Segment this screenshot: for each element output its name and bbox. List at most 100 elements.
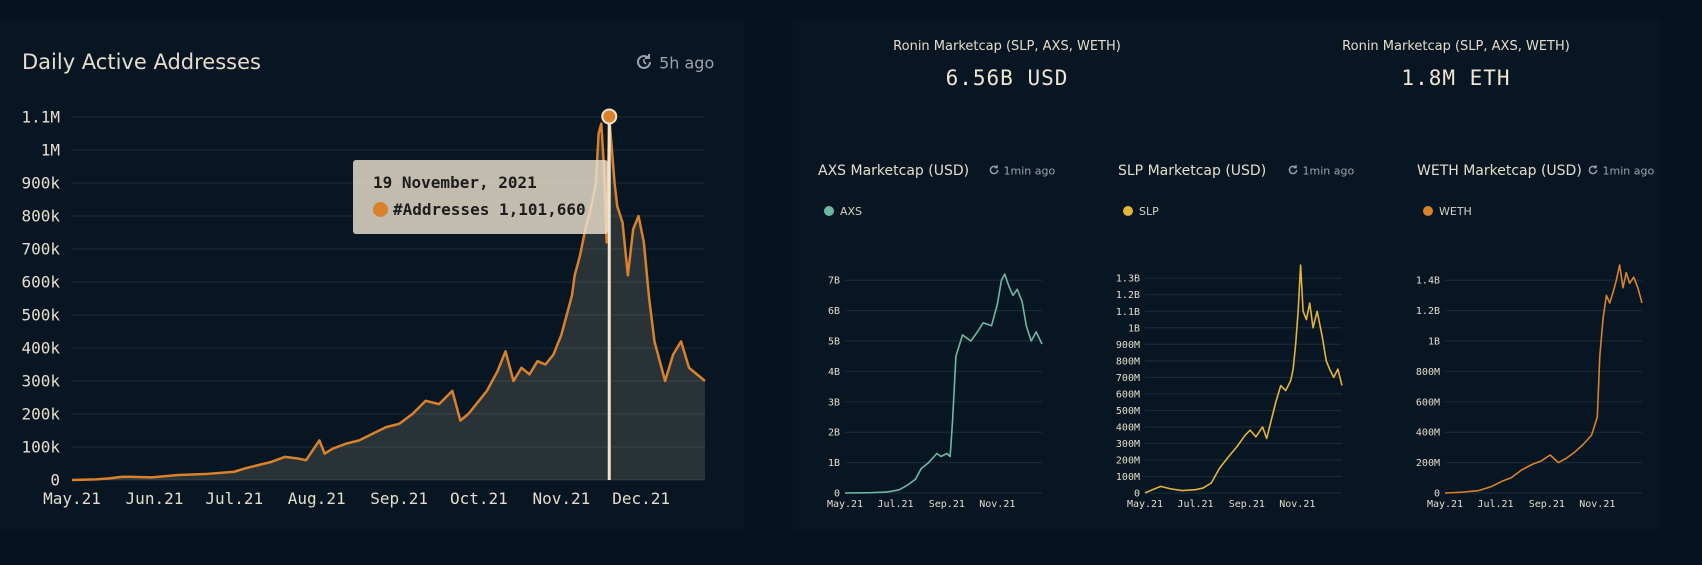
y-tick-label: 900M (1116, 340, 1140, 351)
weth-legend[interactable]: WETH (1423, 205, 1472, 218)
weth-chart-refresh[interactable]: 1min ago (1587, 164, 1654, 179)
x-tick-label: Jul.21 (877, 499, 913, 510)
daily-active-addresses-panel (0, 20, 744, 530)
weth-legend-label: WETH (1439, 205, 1472, 218)
y-tick-label: 2B (828, 428, 840, 439)
series-line (1144, 264, 1343, 494)
y-tick-label: 1.4B (1416, 276, 1440, 287)
hover-point[interactable] (601, 108, 618, 125)
kpi-eth-value: 1.8M ETH (1401, 66, 1511, 90)
x-tick-label: Sep.21 (370, 489, 428, 508)
chart-tooltip: 19 November, 2021 #Addresses 1,101,660 (353, 160, 608, 234)
slp-legend[interactable]: SLP (1123, 205, 1159, 218)
slp-legend-label: SLP (1139, 205, 1159, 218)
y-tick-label: 500M (1116, 406, 1140, 417)
y-tick-label: 700k (21, 240, 60, 259)
ronin-marketcap-panel (793, 20, 1661, 530)
y-tick-label: 1M (41, 141, 60, 160)
y-tick-label: 600k (21, 273, 60, 292)
y-tick-label: 1.1B (1116, 307, 1140, 318)
axs-chart-refresh[interactable]: 1min ago (988, 164, 1055, 179)
x-tick-label: Sep.21 (1529, 499, 1565, 510)
y-tick-label: 200M (1116, 455, 1140, 466)
y-tick-label: 1.2B (1116, 290, 1140, 301)
weth-chart-svg[interactable]: 0 200M 400M 600M 800M 1B 1.2B 1.4B May.21 Jul.21 S… (1410, 245, 1655, 515)
series-line (71, 115, 706, 482)
y-tick-label: 800M (1116, 356, 1140, 367)
axs-legend[interactable]: AXS (824, 205, 862, 218)
refresh-icon (1587, 164, 1599, 179)
y-tick-label: 1B (1128, 323, 1140, 334)
kpi-eth-label: Ronin Marketcap (SLP, AXS, WETH) (1342, 39, 1570, 54)
series-area (72, 116, 705, 480)
y-tick-label: 0 (834, 489, 840, 500)
kpi-usd-label: Ronin Marketcap (SLP, AXS, WETH) (893, 39, 1121, 54)
x-tick-label: Jul.21 (1177, 499, 1213, 510)
y-tick-label: 4B (828, 367, 840, 378)
y-tick-label: 0 (50, 471, 60, 490)
tooltip-value: 1,101,660 (498, 200, 586, 219)
x-tick-label: Jul.21 (205, 489, 263, 508)
y-tick-label: 600M (1416, 397, 1440, 408)
y-tick-label: 300M (1116, 439, 1140, 450)
y-tick-label: 1.3B (1116, 274, 1140, 285)
series-line (1444, 264, 1643, 494)
slp-legend-dot (1123, 206, 1133, 216)
y-tick-label: 1B (828, 458, 840, 469)
y-tick-label: 100M (1116, 472, 1140, 483)
y-tick-label: 700M (1116, 373, 1140, 384)
y-tick-label: 200k (21, 405, 60, 424)
y-tick-label: 3B (828, 397, 840, 408)
axs-chart-title: AXS Marketcap (USD) (818, 163, 970, 179)
x-tick-label: Sep.21 (1229, 499, 1265, 510)
y-tick-label: 800k (21, 207, 60, 226)
refresh-icon (1287, 164, 1299, 179)
x-tick-label: Nov.21 (979, 499, 1015, 510)
series-line (844, 273, 1043, 494)
slp-chart-refresh[interactable]: 1min ago (1287, 164, 1354, 179)
weth-chart-title: WETH Marketcap (USD) (1417, 163, 1582, 179)
y-tick-label: 1B (1428, 337, 1440, 348)
axs-chart-svg[interactable]: 0 1B 2B 3B 4B 5B 6B 7B May.21 Jul.21 Sep.21 Nov.21 (810, 245, 1055, 515)
kpi-usd-value: 6.56B USD (945, 66, 1069, 90)
refresh-label: 1min ago (1302, 164, 1355, 178)
x-tick-label: Dec.21 (612, 489, 670, 508)
x-tick-label: Nov.21 (1579, 499, 1615, 510)
axs-legend-dot (824, 206, 834, 216)
x-tick-label: Nov.21 (532, 489, 590, 508)
x-tick-label: May.21 (827, 499, 863, 510)
y-tick-label: 200M (1416, 458, 1440, 469)
y-tick-label: 1.1M (21, 108, 60, 127)
y-tick-label: 100k (21, 438, 60, 457)
refresh-label: 5h ago (659, 53, 715, 73)
x-tick-label: Sep.21 (929, 499, 965, 510)
main-chart-title: Daily Active Addresses (22, 50, 261, 74)
refresh-icon (988, 164, 1000, 179)
tooltip-series-dot (373, 202, 388, 217)
y-tick-label: 300k (21, 372, 60, 391)
slp-chart-title: SLP Marketcap (USD) (1118, 163, 1267, 179)
y-tick-label: 800M (1416, 367, 1440, 378)
tooltip-row: #Addresses 1,101,660 (373, 200, 586, 219)
refresh-label: 1min ago (1602, 164, 1655, 178)
y-tick-label: 400M (1416, 428, 1440, 439)
x-tick-label: May.21 (1427, 499, 1463, 510)
main-chart-svg[interactable]: 0 100k 200k 300k 400k 500k 600k 700k 800k 900k 1M 1… (0, 20, 744, 530)
slp-chart-svg[interactable]: 0 100M 200M 300M 400M 500M 600M 700M 800M 900M 1B 1… (1110, 245, 1355, 515)
x-tick-label: May.21 (43, 489, 101, 508)
y-tick-label: 400k (21, 339, 60, 358)
x-tick-label: Jun.21 (126, 489, 184, 508)
y-tick-label: 1.2B (1416, 306, 1440, 317)
main-chart-refresh[interactable]: 5h ago (634, 52, 714, 76)
tooltip-series: #Addresses (393, 200, 490, 219)
x-tick-label: Oct.21 (450, 489, 508, 508)
axs-legend-label: AXS (840, 205, 863, 218)
y-tick-label: 6B (828, 306, 840, 317)
y-tick-label: 0 (1434, 489, 1440, 500)
x-tick-label: Jul.21 (1477, 499, 1513, 510)
x-tick-label: May.21 (1127, 499, 1163, 510)
y-tick-label: 5B (828, 337, 840, 348)
y-tick-label: 0 (1134, 489, 1140, 500)
weth-legend-dot (1423, 206, 1433, 216)
x-tick-label: Aug.21 (288, 489, 346, 508)
